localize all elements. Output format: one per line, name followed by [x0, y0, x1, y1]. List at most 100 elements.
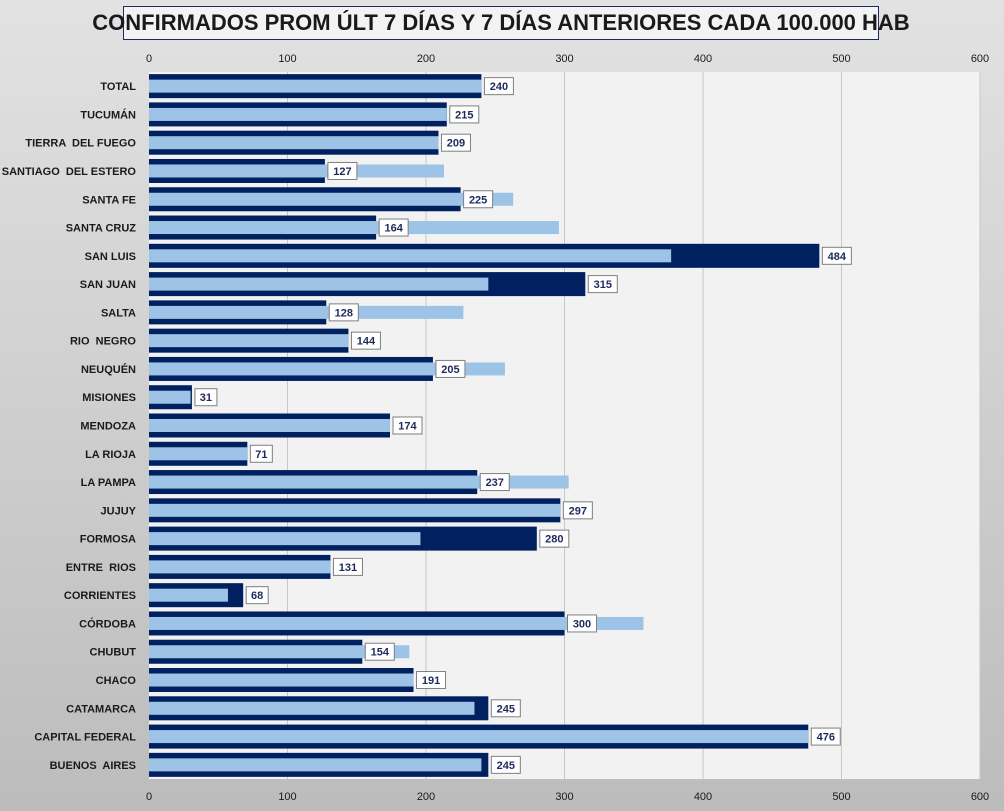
bar-previous — [149, 107, 447, 121]
data-label-box — [490, 755, 521, 774]
category-label: CÓRDOBA — [79, 617, 136, 630]
bar-previous — [149, 362, 505, 376]
category-label: SANTA FE — [82, 194, 136, 206]
data-label: 245 — [497, 703, 515, 715]
data-label: 71 — [255, 449, 267, 461]
bar-previous — [149, 390, 191, 404]
data-label: 297 — [569, 505, 587, 517]
bar-previous — [149, 305, 464, 319]
category-label: SANTIAGO DEL ESTERO — [2, 166, 137, 178]
data-label: 144 — [357, 336, 376, 348]
category-label: CHUBUT — [90, 647, 137, 659]
bar-previous — [149, 249, 672, 263]
data-label-box — [440, 133, 471, 152]
data-label: 127 — [333, 166, 351, 178]
data-label-box — [245, 586, 269, 605]
data-label-box — [328, 303, 359, 322]
data-label: 280 — [545, 534, 563, 546]
x-tick-label-top: 200 — [417, 53, 435, 65]
data-label-box — [392, 416, 423, 435]
x-tick-label-bottom: 0 — [146, 791, 152, 803]
data-label: 476 — [817, 732, 835, 744]
category-label: LA PAMPA — [81, 477, 136, 489]
data-label-box — [463, 190, 494, 209]
category-label: BUENOS AIRES — [50, 760, 136, 772]
category-label: SALTA — [101, 307, 136, 319]
data-label: 209 — [447, 138, 465, 150]
category-label: JUJUY — [101, 505, 137, 517]
data-label-box — [364, 642, 395, 661]
category-label: FORMOSA — [80, 534, 136, 546]
category-label: RIO NEGRO — [70, 336, 136, 348]
x-tick-label-top: 500 — [832, 53, 850, 65]
x-tick-label-bottom: 400 — [694, 791, 712, 803]
bar-previous — [149, 532, 421, 546]
category-label: MISIONES — [82, 392, 136, 404]
data-label-box — [327, 161, 358, 180]
bar-previous — [149, 645, 410, 659]
bar-previous — [149, 673, 414, 687]
data-label: 215 — [455, 109, 473, 121]
x-tick-label-bottom: 600 — [971, 791, 989, 803]
category-label: SAN JUAN — [80, 279, 136, 291]
category-label: CATAMARCA — [66, 703, 136, 715]
bar-previous — [149, 503, 561, 517]
data-label-box — [249, 444, 273, 463]
bar-previous — [149, 560, 331, 574]
data-label-box — [416, 671, 447, 690]
category-label: NEUQUÉN — [81, 363, 136, 376]
x-tick-label-bottom: 200 — [417, 791, 435, 803]
data-label: 154 — [371, 647, 390, 659]
data-label-box — [483, 77, 514, 96]
data-label: 484 — [828, 251, 847, 263]
bar-previous — [149, 334, 349, 348]
bar-previous — [149, 758, 482, 772]
category-label: SAN LUIS — [85, 251, 136, 263]
category-label: MENDOZA — [80, 421, 136, 433]
data-label-box — [539, 529, 570, 548]
bar-previous — [149, 192, 514, 206]
bar-previous — [149, 79, 482, 93]
bar-previous — [149, 447, 248, 461]
bar-previous — [149, 475, 569, 489]
data-label: 245 — [497, 760, 515, 772]
chart-title: CONFIRMADOS PROM ÚLT 7 DÍAS Y 7 DÍAS ANT… — [92, 6, 910, 40]
data-label-box — [567, 614, 597, 633]
data-label: 31 — [200, 392, 212, 404]
data-label-box — [435, 359, 466, 378]
data-label: 225 — [469, 194, 487, 206]
data-label-box — [587, 275, 618, 294]
category-label: TUCUMÁN — [80, 108, 136, 121]
data-label-box — [449, 105, 480, 124]
data-label: 128 — [335, 307, 353, 319]
data-label: 68 — [251, 590, 263, 602]
data-label-box — [562, 501, 593, 520]
data-label-box — [821, 246, 852, 265]
data-label: 174 — [398, 421, 417, 433]
x-tick-label-top: 0 — [146, 53, 152, 65]
data-label: 240 — [490, 81, 508, 93]
data-label-box — [479, 473, 510, 492]
data-label: 205 — [441, 364, 459, 376]
x-tick-label-bottom: 100 — [278, 791, 296, 803]
data-label-box — [332, 557, 363, 576]
bar-previous — [149, 277, 489, 291]
bar-previous — [149, 419, 390, 432]
category-label: TOTAL — [100, 81, 136, 93]
bar-previous — [149, 588, 228, 602]
data-label: 131 — [339, 562, 357, 574]
data-label-box — [194, 388, 218, 407]
x-tick-label-top: 400 — [694, 53, 712, 65]
data-label-box — [810, 727, 841, 746]
category-label: CORRIENTES — [64, 590, 136, 602]
x-tick-label-bottom: 500 — [832, 791, 850, 803]
x-tick-label-bottom: 300 — [555, 791, 573, 803]
bar-previous — [149, 136, 439, 150]
category-label: CAPITAL FEDERAL — [34, 732, 136, 744]
bar-previous — [149, 701, 475, 715]
x-tick-label-top: 300 — [555, 53, 573, 65]
x-tick-label-top: 100 — [278, 53, 296, 65]
category-label: SANTA CRUZ — [66, 223, 137, 235]
category-label: CHACO — [96, 675, 137, 687]
